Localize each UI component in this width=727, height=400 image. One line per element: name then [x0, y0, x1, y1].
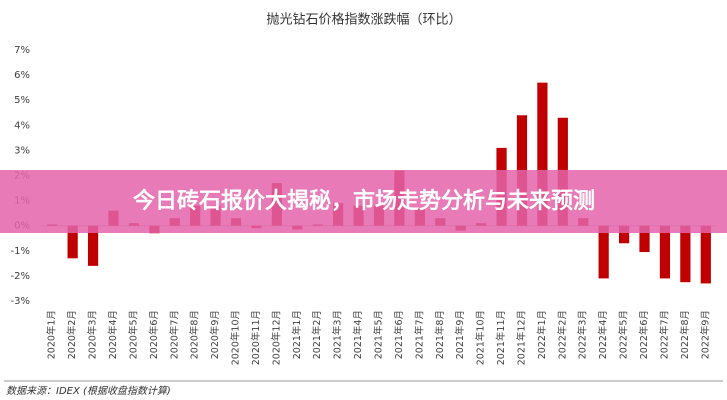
- x-tick-label: 2021年1月: [291, 310, 303, 359]
- x-tick-label: 2020年2月: [66, 310, 78, 359]
- x-tick-label: 2020年10月: [230, 310, 242, 365]
- bar: [598, 225, 609, 279]
- x-tick-label: 2020年12月: [270, 310, 282, 365]
- x-tick-label: 2021年2月: [311, 310, 323, 359]
- banner: [0, 170, 727, 233]
- y-tick-label: -3%: [11, 296, 30, 307]
- x-tick-label: 2021年7月: [413, 310, 425, 359]
- x-tick-label: 2021年10月: [475, 310, 487, 365]
- x-tick-label: 2021年6月: [393, 310, 405, 359]
- x-tick-label: 2021年3月: [332, 310, 344, 359]
- chart-title: 抛光钻石价格指数涨跌幅（环比）: [266, 12, 461, 28]
- x-tick-label: 2022年2月: [556, 310, 568, 359]
- bar: [537, 82, 548, 226]
- y-tick-label: 7%: [14, 45, 30, 56]
- y-tick-label: 4%: [14, 120, 30, 131]
- x-tick-label: 2022年1月: [536, 310, 548, 359]
- x-tick-label: 2020年8月: [189, 310, 201, 359]
- x-tick-label: 2022年9月: [699, 310, 711, 359]
- bar: [659, 225, 671, 279]
- x-tick-label: 2022年6月: [638, 310, 650, 359]
- x-tick-label: 2020年3月: [87, 310, 99, 359]
- x-tick-label: 2022年8月: [679, 310, 691, 359]
- bar: [639, 225, 650, 253]
- x-tick-label: 2022年3月: [577, 310, 589, 359]
- y-tick-label: 6%: [14, 70, 30, 81]
- y-tick-label: -2%: [11, 271, 30, 282]
- bar: [87, 225, 99, 266]
- x-tick-label: 2020年7月: [168, 310, 180, 359]
- x-tick-label: 2021年9月: [454, 310, 466, 359]
- x-tick-label: 2020年4月: [107, 310, 119, 359]
- x-tick-label: 2021年5月: [373, 310, 385, 359]
- bar: [618, 225, 630, 244]
- source: 数据来源：IDEX (根据收盘指数计算): [6, 385, 171, 397]
- x-tick-label: 2022年4月: [597, 310, 609, 359]
- x-tick-label: 2021年11月: [495, 310, 507, 365]
- x-tick-label: 2021年8月: [434, 310, 446, 359]
- y-tick-label: 3%: [14, 145, 30, 156]
- x-tick-label: 2022年7月: [658, 310, 670, 359]
- y-tick-label: -1%: [11, 246, 30, 257]
- x-tick-label: 2020年6月: [148, 310, 160, 359]
- x-tick-label: 2020年1月: [46, 310, 58, 359]
- bar: [680, 225, 691, 283]
- bar: [700, 225, 711, 284]
- x-tick-label: 2020年5月: [127, 310, 139, 359]
- banner-text: 今日砖石报价大揭秘，市场走势分析与未来预测: [133, 188, 595, 214]
- x-tick-label: 2020年11月: [250, 310, 262, 365]
- x-tick-label: 2021年12月: [515, 310, 527, 365]
- bar: [67, 225, 78, 259]
- x-tick-label: 2021年4月: [352, 310, 364, 359]
- x-tick-label: 2022年5月: [618, 310, 630, 359]
- x-tick-label: 2020年9月: [209, 310, 221, 359]
- y-tick-label: 5%: [14, 95, 30, 106]
